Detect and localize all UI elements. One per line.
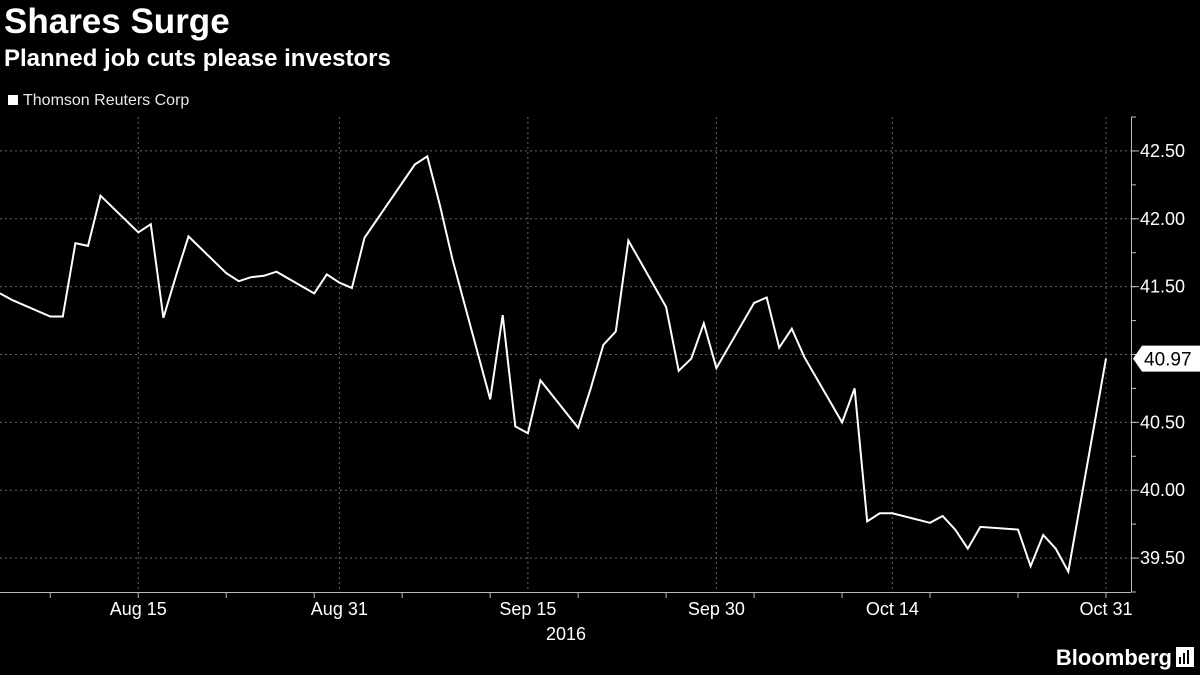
x-tick-label: Aug 15 <box>110 599 167 619</box>
x-tick-label: Sep 30 <box>688 599 745 619</box>
y-tick-label: 42.50 <box>1140 141 1185 161</box>
x-tick-label: Oct 31 <box>1079 599 1132 619</box>
y-tick-label: 39.50 <box>1140 548 1185 568</box>
x-tick-label: Sep 15 <box>499 599 556 619</box>
axes <box>0 116 1139 598</box>
series-layer <box>0 154 1107 575</box>
legend-swatch <box>8 95 18 105</box>
x-axis-label: 2016 <box>546 624 586 644</box>
last-value-label: 40.97 <box>1144 350 1192 371</box>
y-tick-label: 41.50 <box>1140 277 1185 297</box>
series-line-thomson-reuters <box>0 154 1107 575</box>
last-value-badge <box>1133 345 1200 372</box>
tick-labels: 39.50 40.00 40.50 41.50 42.00 42.50 Aug 15 Aug … <box>110 141 1200 644</box>
chart-subtitle: Planned job cuts please investors <box>4 45 391 72</box>
chart-title: Shares Surge <box>4 2 230 41</box>
y-tick-label: 40.00 <box>1140 480 1185 500</box>
brand-name: Bloomberg <box>1055 645 1172 670</box>
legend: Thomson Reuters Corp <box>8 91 189 111</box>
x-tick-label: Oct 14 <box>866 599 919 619</box>
bloomberg-mark-icon <box>1176 647 1194 667</box>
y-tick-label: 40.50 <box>1140 412 1185 432</box>
bloomberg-logo: Bloomberg <box>1056 645 1194 671</box>
legend-label: Thomson Reuters Corp <box>23 92 190 109</box>
x-tick-label: Aug 31 <box>311 599 368 619</box>
grid-lines <box>0 117 1131 592</box>
y-tick-label: 42.00 <box>1140 209 1185 229</box>
